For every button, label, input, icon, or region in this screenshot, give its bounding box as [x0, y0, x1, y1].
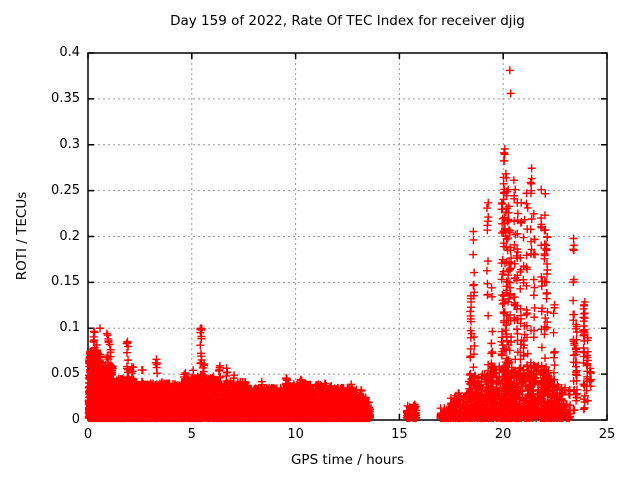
y-tick-label: 0.2: [59, 228, 80, 244]
x-tick-label: 15: [391, 427, 408, 442]
x-tick-label: 0: [83, 427, 93, 442]
chart-title: Day 159 of 2022, Rate Of TEC Index for r…: [170, 13, 525, 29]
y-tick-label: 0.25: [51, 182, 80, 198]
y-tick-label: 0.4: [59, 45, 80, 60]
x-tick-label: 5: [187, 427, 196, 442]
y-tick-label: 0.05: [51, 366, 80, 382]
y-tick-label: 0.1: [59, 320, 80, 336]
y-tick-label: 0.3: [59, 136, 80, 152]
y-tick-label: 0.35: [51, 90, 80, 106]
x-tick-label: 20: [494, 427, 512, 442]
x-tick-label: 10: [287, 427, 304, 442]
x-tick-label: 25: [598, 427, 616, 442]
x-axis-label: GPS time / hours: [290, 452, 405, 468]
y-tick-label: 0.15: [51, 274, 80, 290]
y-tick-label: 0: [71, 412, 80, 427]
